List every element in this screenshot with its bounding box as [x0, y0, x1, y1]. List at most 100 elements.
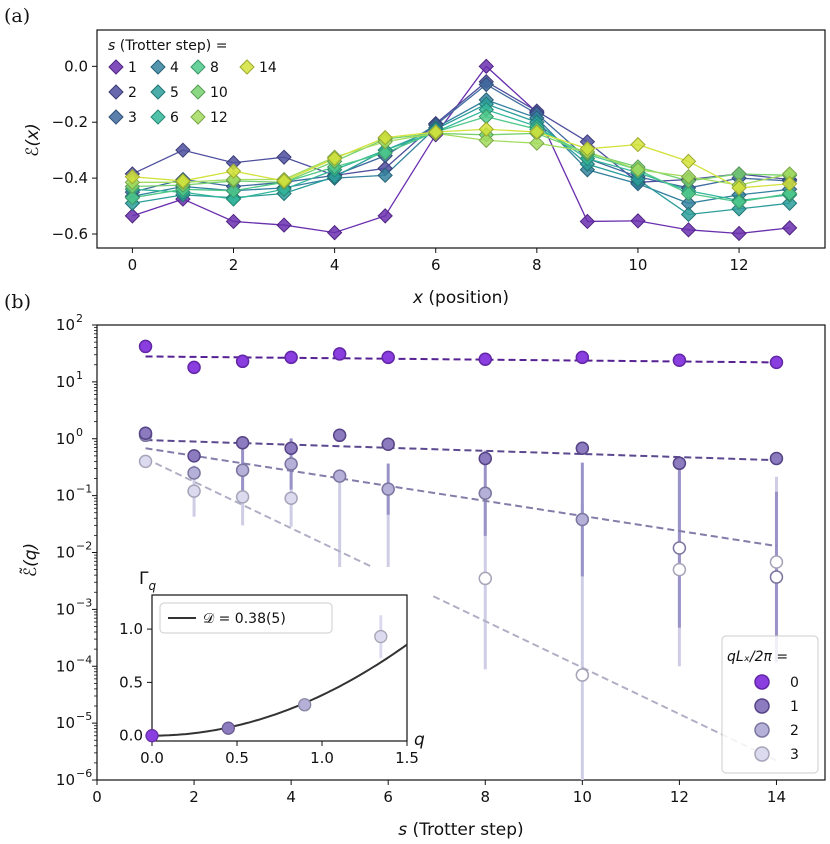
a-legend-title-rest: (Trotter step) = — [115, 38, 227, 54]
b-point-q1 — [478, 451, 493, 466]
a-point-s6 — [225, 191, 242, 207]
a-legend-label-1: 1 — [128, 60, 137, 76]
a-legend-marker-1 — [108, 59, 124, 75]
b-legend-marker-1 — [754, 698, 770, 714]
b-legend-label-2: 2 — [790, 723, 799, 739]
a-legend-label-3: 3 — [128, 110, 137, 126]
a-point-s12 — [630, 162, 646, 178]
a-point-s12 — [478, 132, 494, 149]
a-xtick-label: 0 — [128, 256, 138, 274]
a-point-s5 — [680, 206, 697, 223]
a-legend-marker-6 — [150, 109, 166, 125]
a-point-s14 — [579, 141, 596, 157]
b-point-q0 — [381, 350, 395, 365]
a-legend-label-10: 10 — [210, 85, 228, 101]
a-series-line-8 — [132, 115, 790, 203]
inset-xtick-label: 0.0 — [140, 749, 164, 767]
a-point-s14 — [781, 176, 798, 192]
b-point-q3 — [138, 454, 153, 469]
inset-point-3 — [374, 629, 388, 644]
b-point-q2 — [769, 570, 784, 584]
b-legend-marker-3 — [754, 746, 770, 762]
b-point-q2 — [478, 486, 493, 501]
a-xtick-label: 10 — [628, 256, 647, 274]
b-point-q1 — [187, 449, 201, 463]
b-point-q1 — [381, 437, 395, 452]
a-point-s14 — [377, 129, 393, 146]
b-point-q0 — [235, 354, 250, 369]
inset-ytick-label: 1.0 — [119, 620, 143, 638]
b-legend-label-0: 0 — [790, 675, 799, 691]
inset-ytick-label: 0.5 — [119, 673, 143, 691]
b-point-q2 — [672, 541, 687, 555]
b-xtick-label: 8 — [480, 788, 490, 806]
a-point-s12 — [225, 171, 242, 188]
b-xtick-label: 2 — [189, 788, 199, 806]
panel-a-ylabel: ℰ(x) — [23, 123, 43, 157]
panel-a-axes — [96, 29, 826, 249]
b-point-q3 — [284, 491, 298, 505]
b-point-q2 — [284, 457, 298, 471]
inset-ylabel-sub: q — [148, 579, 156, 593]
inset-xtick-label: 1.0 — [310, 749, 334, 767]
a-legend-label-12: 12 — [210, 110, 228, 126]
b-point-q3 — [575, 668, 590, 682]
a-legend-title-var: s — [108, 38, 115, 54]
b-ytick-exponent: −6 — [76, 767, 92, 780]
b-point-q0 — [138, 339, 153, 354]
a-ytick-label: −0.6 — [52, 225, 88, 243]
b-ytick-exponent: −4 — [76, 653, 92, 666]
a-ytick-label: 0.0 — [64, 57, 88, 75]
b-point-q0 — [332, 347, 347, 361]
b-legend-box — [721, 635, 819, 774]
a-xtick-label: 4 — [330, 256, 340, 274]
a-legend-label-2: 2 — [128, 85, 137, 101]
b-fit-line-q3 — [145, 457, 777, 762]
panel-b-ylabel: ℰ̃(q) — [19, 543, 41, 577]
a-series-line-14 — [132, 128, 790, 189]
a-point-s14 — [630, 136, 646, 153]
inset-xtick-label: 1.5 — [395, 749, 419, 767]
a-xtick-label: 8 — [532, 256, 542, 274]
a-point-s14 — [276, 173, 292, 189]
b-point-q3 — [769, 555, 784, 569]
b-point-q2 — [235, 463, 250, 477]
a-series-line-2 — [132, 80, 790, 183]
b-legend-label-3: 3 — [790, 747, 799, 763]
a-point-s5 — [781, 195, 798, 211]
a-point-s8 — [731, 194, 747, 210]
b-ytick-base: 10 — [56, 600, 75, 618]
a-point-s8 — [781, 185, 798, 202]
a-point-s12 — [529, 135, 545, 151]
inset-xtick-label: 0.5 — [225, 749, 249, 767]
b-point-q1 — [769, 451, 784, 466]
a-xtick-label: 2 — [229, 256, 239, 274]
a-point-s3 — [478, 76, 494, 93]
a-legend-marker-2 — [108, 84, 124, 100]
a-series-line-1 — [132, 65, 790, 235]
b-point-q3 — [672, 562, 687, 577]
a-xtick-label: 12 — [730, 256, 749, 274]
b-point-q2 — [332, 469, 347, 483]
a-point-s2 — [175, 142, 191, 158]
a-point-s1 — [731, 225, 747, 242]
a-legend-marker-4 — [150, 59, 166, 75]
a-point-s1 — [124, 208, 141, 224]
b-point-q1 — [332, 428, 347, 443]
a-series-line-12 — [132, 132, 790, 186]
a-legend-marker-5 — [150, 84, 166, 100]
a-point-s14 — [124, 169, 141, 185]
panel-a-label: (a) — [4, 5, 30, 27]
b-ytick-exponent: 1 — [76, 369, 83, 382]
b-point-q1 — [138, 426, 153, 440]
inset-axes — [151, 594, 408, 742]
b-point-q0 — [187, 360, 201, 375]
a-series-line-4 — [132, 99, 790, 204]
a-series-line-10 — [132, 132, 790, 188]
b-ytick-base: 10 — [56, 316, 75, 334]
b-point-q3 — [478, 571, 493, 586]
b-legend-marker-0 — [754, 674, 770, 690]
b-fit-line-q0 — [145, 355, 777, 364]
b-point-q3 — [235, 490, 250, 504]
